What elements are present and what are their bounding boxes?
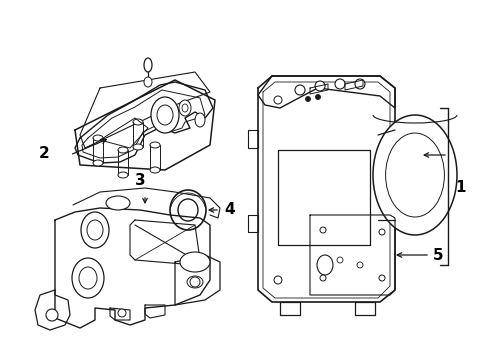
Ellipse shape <box>79 267 97 289</box>
Text: 4: 4 <box>224 202 234 217</box>
Ellipse shape <box>93 135 103 141</box>
Ellipse shape <box>385 133 444 217</box>
Circle shape <box>273 96 282 104</box>
Ellipse shape <box>81 212 109 248</box>
Ellipse shape <box>150 142 160 148</box>
Circle shape <box>314 81 325 91</box>
Circle shape <box>305 96 310 102</box>
Ellipse shape <box>157 105 173 125</box>
Ellipse shape <box>133 119 142 125</box>
Ellipse shape <box>182 104 187 112</box>
Circle shape <box>315 94 320 99</box>
Ellipse shape <box>316 255 332 275</box>
Circle shape <box>46 309 58 321</box>
Ellipse shape <box>143 77 152 87</box>
Circle shape <box>118 309 126 317</box>
Circle shape <box>319 275 325 281</box>
Ellipse shape <box>133 144 142 150</box>
Circle shape <box>378 275 384 281</box>
Text: 1: 1 <box>454 180 465 195</box>
Circle shape <box>334 79 345 89</box>
Ellipse shape <box>106 196 130 210</box>
Ellipse shape <box>150 167 160 173</box>
Circle shape <box>354 79 364 89</box>
Ellipse shape <box>118 147 128 153</box>
Ellipse shape <box>186 276 203 288</box>
Ellipse shape <box>372 115 456 235</box>
Circle shape <box>356 262 362 268</box>
Ellipse shape <box>179 100 191 116</box>
Text: 2: 2 <box>39 145 50 161</box>
Circle shape <box>190 277 200 287</box>
Text: 3: 3 <box>134 173 145 188</box>
Ellipse shape <box>195 113 204 127</box>
Ellipse shape <box>118 172 128 178</box>
Text: 5: 5 <box>432 248 443 262</box>
Ellipse shape <box>87 220 103 240</box>
Circle shape <box>378 229 384 235</box>
Circle shape <box>319 227 325 233</box>
Ellipse shape <box>72 258 104 298</box>
Ellipse shape <box>143 58 152 72</box>
Ellipse shape <box>180 252 209 272</box>
Ellipse shape <box>178 199 198 221</box>
Ellipse shape <box>93 160 103 166</box>
Ellipse shape <box>151 97 179 133</box>
Circle shape <box>336 257 342 263</box>
Circle shape <box>294 85 305 95</box>
Ellipse shape <box>170 190 205 230</box>
Circle shape <box>273 276 282 284</box>
